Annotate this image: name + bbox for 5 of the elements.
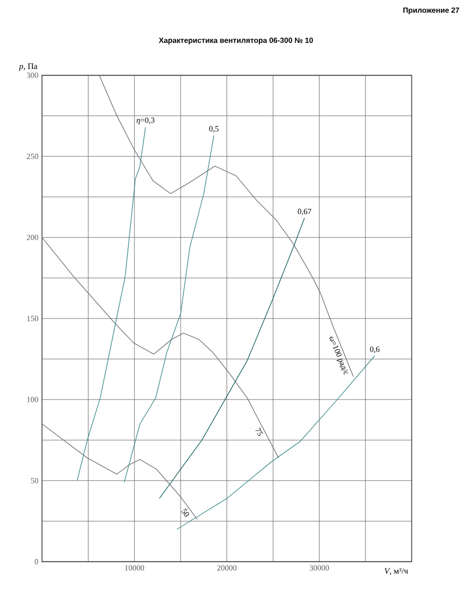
line-series	[76, 126, 146, 481]
line-series	[124, 134, 214, 483]
line-series	[176, 355, 376, 530]
x-axis-title: V, м³/ч	[384, 568, 408, 576]
y-axis-title: p, Па	[18, 63, 38, 71]
